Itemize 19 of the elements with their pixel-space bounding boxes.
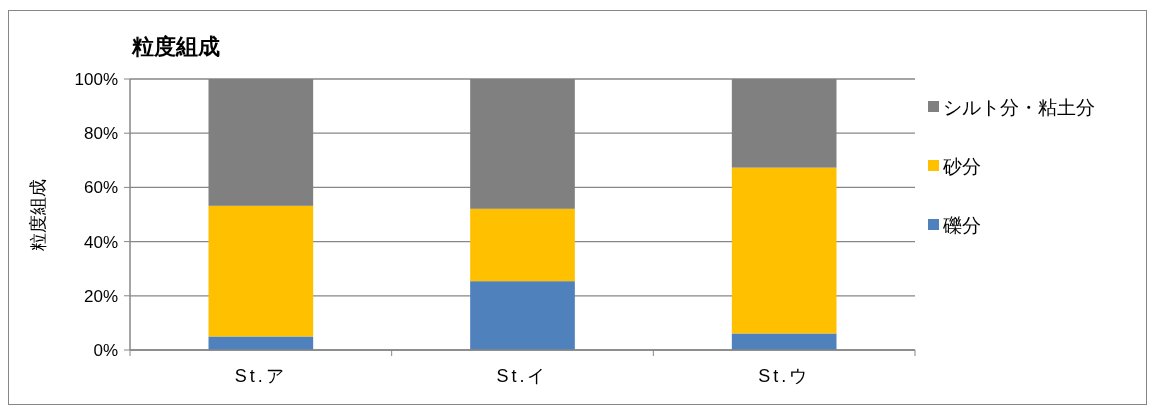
y-axis-title: 粒度組成 xyxy=(28,178,48,251)
y-tick-label: 0% xyxy=(93,341,118,360)
bar xyxy=(208,205,314,337)
bar xyxy=(208,336,314,350)
y-tick-label: 80% xyxy=(83,124,118,144)
chart-title: 粒度組成 xyxy=(131,34,220,59)
bar xyxy=(731,167,837,334)
x-tick-label: St.ウ xyxy=(758,366,811,386)
bar xyxy=(731,333,837,350)
y-tick-label: 100% xyxy=(74,70,118,89)
y-tick-label: 60% xyxy=(83,178,118,198)
legend-label: 砂分 xyxy=(942,156,981,177)
x-tick-label: St.イ xyxy=(496,366,549,386)
y-tick-label: 20% xyxy=(83,286,118,306)
bar xyxy=(470,281,575,350)
bar xyxy=(470,208,575,282)
x-tick-label: St.ア xyxy=(234,366,287,386)
y-tick-label: 40% xyxy=(83,232,118,252)
legend-label: 礫分 xyxy=(942,215,981,236)
